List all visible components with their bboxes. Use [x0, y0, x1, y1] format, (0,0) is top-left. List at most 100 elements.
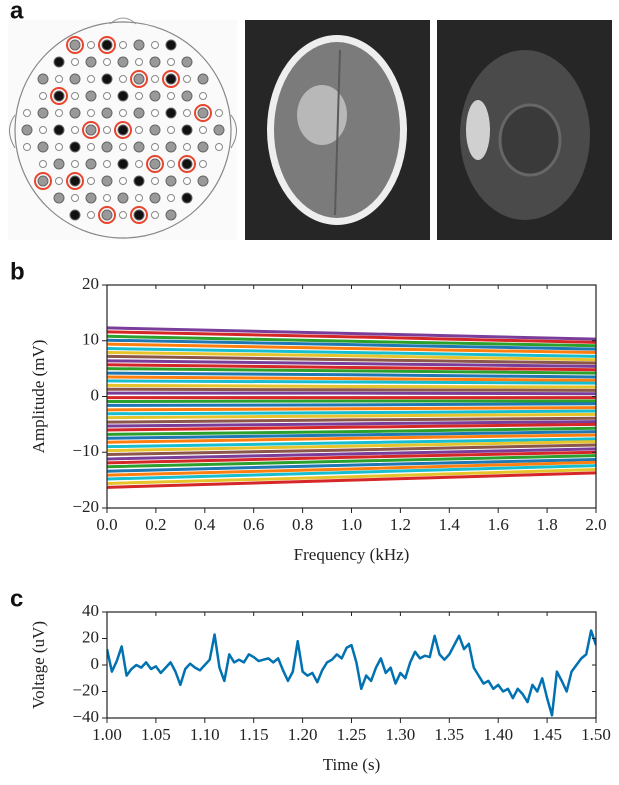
electrode: [119, 211, 127, 219]
data-line: [107, 350, 596, 362]
y-tick-label: 0: [91, 385, 100, 404]
data-line: [107, 426, 596, 436]
electrode: [117, 158, 129, 170]
electrode: [101, 39, 113, 51]
electrode: [183, 109, 191, 117]
electrode: [165, 73, 177, 85]
electrode: [133, 141, 145, 153]
electrode: [149, 158, 161, 170]
x-tick-label: 1.8: [536, 515, 557, 534]
panel-label: a: [10, 0, 24, 24]
electrode: [55, 75, 63, 83]
electrode-ring: [194, 104, 212, 122]
electrode-ring: [130, 206, 148, 224]
electrode: [53, 192, 65, 204]
electrode: [133, 209, 145, 221]
electrode: [117, 90, 129, 102]
electrode: [55, 143, 63, 151]
electrode: [119, 75, 127, 83]
electrode-ring: [146, 155, 164, 173]
electrode: [101, 209, 113, 221]
y-axis-label: Amplitude (mV): [29, 340, 48, 454]
electrode: [165, 141, 177, 153]
electrode: [101, 107, 113, 119]
x-tick-label: 1.2: [390, 515, 411, 534]
x-tick-label: 1.10: [190, 725, 220, 744]
electrode: [71, 58, 79, 66]
electrode: [103, 160, 111, 168]
electrode: [165, 39, 177, 51]
data-line: [107, 359, 596, 368]
electrode: [69, 73, 81, 85]
electrode: [69, 39, 81, 51]
electrode: [53, 90, 65, 102]
electrode-ring: [82, 121, 100, 139]
data-line: [107, 460, 596, 477]
data-line: [107, 471, 596, 489]
x-tick-label: 1.25: [337, 725, 367, 744]
electrode: [53, 56, 65, 68]
data-line: [107, 464, 596, 481]
electrode-ring: [66, 172, 84, 190]
electrode: [71, 126, 79, 134]
x-tick-label: 1.50: [581, 725, 611, 744]
electrode: [117, 192, 129, 204]
electrode: [87, 143, 95, 151]
electrode: [69, 141, 81, 153]
data-line: [107, 375, 596, 382]
y-tick-label: 20: [82, 627, 99, 646]
electrode: [215, 143, 223, 151]
electrode: [197, 141, 209, 153]
electrode-ring: [130, 70, 148, 88]
electrode: [53, 158, 65, 170]
x-tick-label: 1.40: [483, 725, 513, 744]
midline: [334, 49, 341, 216]
data-line: [107, 406, 596, 412]
electrode: [151, 109, 159, 117]
electrode: [197, 107, 209, 119]
data-line: [107, 443, 596, 456]
electrode: [103, 194, 111, 202]
electrode: [87, 109, 95, 117]
electrode-ring: [50, 87, 68, 105]
data-line: [107, 454, 596, 469]
x-tick-label: 1.00: [92, 725, 122, 744]
data-line: [107, 347, 596, 358]
electrode: [199, 126, 207, 134]
data-line: [107, 447, 596, 461]
y-tick-label: −20: [72, 497, 99, 516]
data-line: [107, 334, 596, 348]
y-tick-label: 0: [91, 654, 100, 673]
electrode: [21, 124, 33, 136]
axes-frame: [106, 611, 597, 719]
x-tick-label: 1.15: [239, 725, 269, 744]
electrode: [71, 92, 79, 100]
electrode-ring: [114, 121, 132, 139]
electrode: [85, 158, 97, 170]
x-tick-label: 0.0: [96, 515, 117, 534]
electrode: [119, 109, 127, 117]
electrode: [135, 58, 143, 66]
electrode: [181, 124, 193, 136]
electrode: [167, 58, 175, 66]
data-line: [107, 354, 596, 365]
electrode: [71, 160, 79, 168]
electrode: [165, 175, 177, 187]
electrode: [149, 192, 161, 204]
electrode: [213, 124, 225, 136]
electrode: [151, 211, 159, 219]
data-line: [107, 422, 596, 432]
x-tick-label: 1.6: [488, 515, 509, 534]
electrode: [85, 124, 97, 136]
x-axis-label: Time (s): [323, 755, 380, 774]
electrode: [151, 41, 159, 49]
electrode: [87, 211, 95, 219]
electrode: [101, 73, 113, 85]
electrode: [197, 73, 209, 85]
electrode: [151, 177, 159, 185]
data-line: [107, 367, 596, 375]
data-line: [107, 433, 596, 444]
lesion: [466, 100, 490, 160]
electrode-ring: [34, 172, 52, 190]
electrode: [149, 56, 161, 68]
